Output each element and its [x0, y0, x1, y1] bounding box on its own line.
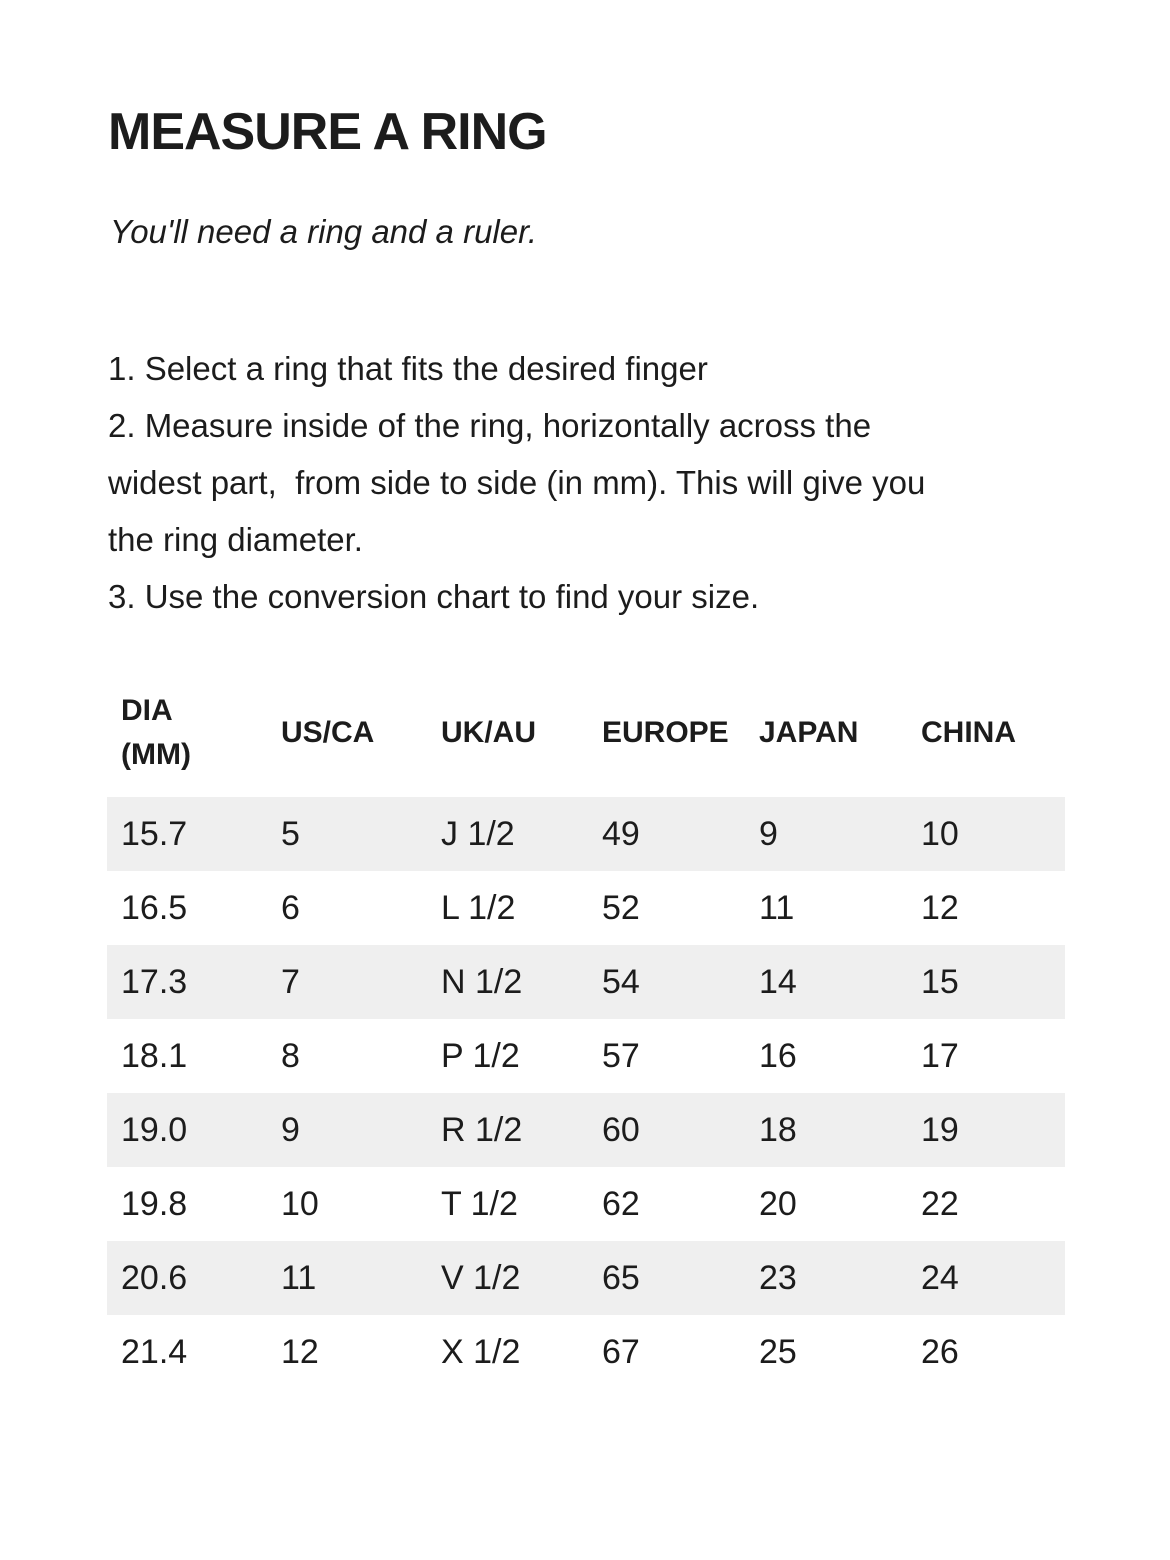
table-cell: 57	[602, 1036, 640, 1075]
table-cell: 62	[602, 1184, 640, 1223]
table-cell: 9	[759, 814, 778, 853]
table-cell: 10	[281, 1184, 319, 1223]
table-row: 19.0 9 R 1/2 60 18 19	[107, 1093, 1065, 1167]
table-cell: 16.5	[121, 888, 188, 927]
table-cell: V 1/2	[441, 1258, 521, 1297]
instruction-line: widest part, from side to side (in mm). …	[108, 464, 926, 501]
table-header-row: DIA (MM) US/CA UK/AU EUROPE JAPAN CHINA	[107, 689, 1065, 797]
table-cell: 12	[281, 1332, 319, 1371]
instruction-step-1: 1. Select a ring that fits the desired f…	[108, 340, 1066, 397]
table-cell: P 1/2	[441, 1036, 520, 1075]
table-row: 21.4 12 X 1/2 67 25 26	[107, 1315, 1065, 1389]
table-cell: 52	[602, 888, 640, 927]
table-row: 19.8 10 T 1/2 62 20 22	[107, 1167, 1065, 1241]
table-cell: 65	[602, 1258, 640, 1297]
table-cell: 60	[602, 1110, 640, 1149]
table-cell: 19.0	[121, 1110, 188, 1149]
table-cell: N 1/2	[441, 962, 523, 1001]
table-cell: 23	[759, 1258, 797, 1297]
table-cell: 20.6	[121, 1258, 188, 1297]
page-title: MEASURE A RING	[108, 103, 548, 161]
table-cell: 10	[921, 814, 959, 853]
instruction-line: 1. Select a ring that fits the desired f…	[108, 350, 708, 387]
instruction-line: 3. Use the conversion chart to find your…	[108, 578, 760, 615]
table-cell: 16	[759, 1036, 797, 1075]
table-cell: X 1/2	[441, 1332, 521, 1371]
table-cell: 5	[281, 814, 300, 853]
table-cell: 11	[281, 1258, 317, 1297]
table-cell: 17.3	[121, 962, 188, 1001]
table-cell: 15.7	[121, 814, 188, 853]
table-cell: 11	[759, 888, 795, 927]
table-cell: 19.8	[121, 1184, 188, 1223]
column-header: CHINA	[921, 716, 1016, 749]
table-cell: 24	[921, 1258, 959, 1297]
table-row: 16.5 6 L 1/2 52 11 12	[107, 871, 1065, 945]
table-cell: 18	[759, 1110, 797, 1149]
table-cell: 12	[921, 888, 959, 927]
table-cell: 25	[759, 1332, 797, 1371]
column-header: US/CA	[281, 716, 375, 749]
column-header: UK/AU	[441, 716, 536, 749]
table-row: 15.7 5 J 1/2 49 9 10	[107, 797, 1065, 871]
table-cell: 26	[921, 1332, 959, 1371]
instruction-line: the ring diameter.	[108, 521, 363, 558]
table-cell: T 1/2	[441, 1184, 518, 1223]
subtitle: You'll need a ring and a ruler.	[110, 213, 538, 250]
table-cell: 17	[921, 1036, 959, 1075]
instruction-step-2: 2. Measure inside of the ring, horizonta…	[108, 397, 1066, 568]
table-row: 20.6 11 V 1/2 65 23 24	[107, 1241, 1065, 1315]
table-cell: 6	[281, 888, 300, 927]
table-cell: 67	[602, 1332, 640, 1371]
table-cell: 15	[921, 962, 959, 1001]
table-cell: 22	[921, 1184, 959, 1223]
ring-size-conversion-table: DIA (MM) US/CA UK/AU EUROPE JAPAN CHINA 15.7 5…	[107, 689, 1065, 1389]
column-header: JAPAN	[759, 716, 859, 749]
column-header: DIA (MM)	[121, 694, 191, 771]
instruction-step-3: 3. Use the conversion chart to find your…	[108, 568, 1066, 625]
table-row: 17.3 7 N 1/2 54 14 15	[107, 945, 1065, 1019]
table-cell: L 1/2	[441, 888, 516, 927]
table-cell: 21.4	[121, 1332, 188, 1371]
table-cell: 54	[602, 962, 640, 1001]
table-cell: 14	[759, 962, 797, 1001]
instruction-line: 2. Measure inside of the ring, horizonta…	[108, 407, 872, 444]
table-cell: 9	[281, 1110, 300, 1149]
table-header: DIA (MM) US/CA UK/AU EUROPE JAPAN CHINA	[107, 689, 1065, 797]
table-cell: 49	[602, 814, 640, 853]
table-row: 18.1 8 P 1/2 57 16 17	[107, 1019, 1065, 1093]
table-cell: 18.1	[121, 1036, 188, 1075]
table-cell: 8	[281, 1036, 300, 1075]
column-header: EUROPE	[602, 716, 729, 749]
table-cell: J 1/2	[441, 814, 515, 853]
table-cell: 7	[281, 962, 300, 1001]
table-body: 15.7 5 J 1/2 49 9 10 16.5 6 L 1/2 52 11 12 17.3 7 N 1/…	[107, 797, 1065, 1389]
table-cell: 19	[921, 1110, 959, 1149]
table-cell: R 1/2	[441, 1110, 523, 1149]
instructions-list: 1. Select a ring that fits the desired f…	[108, 340, 1066, 625]
table-cell: 20	[759, 1184, 797, 1223]
